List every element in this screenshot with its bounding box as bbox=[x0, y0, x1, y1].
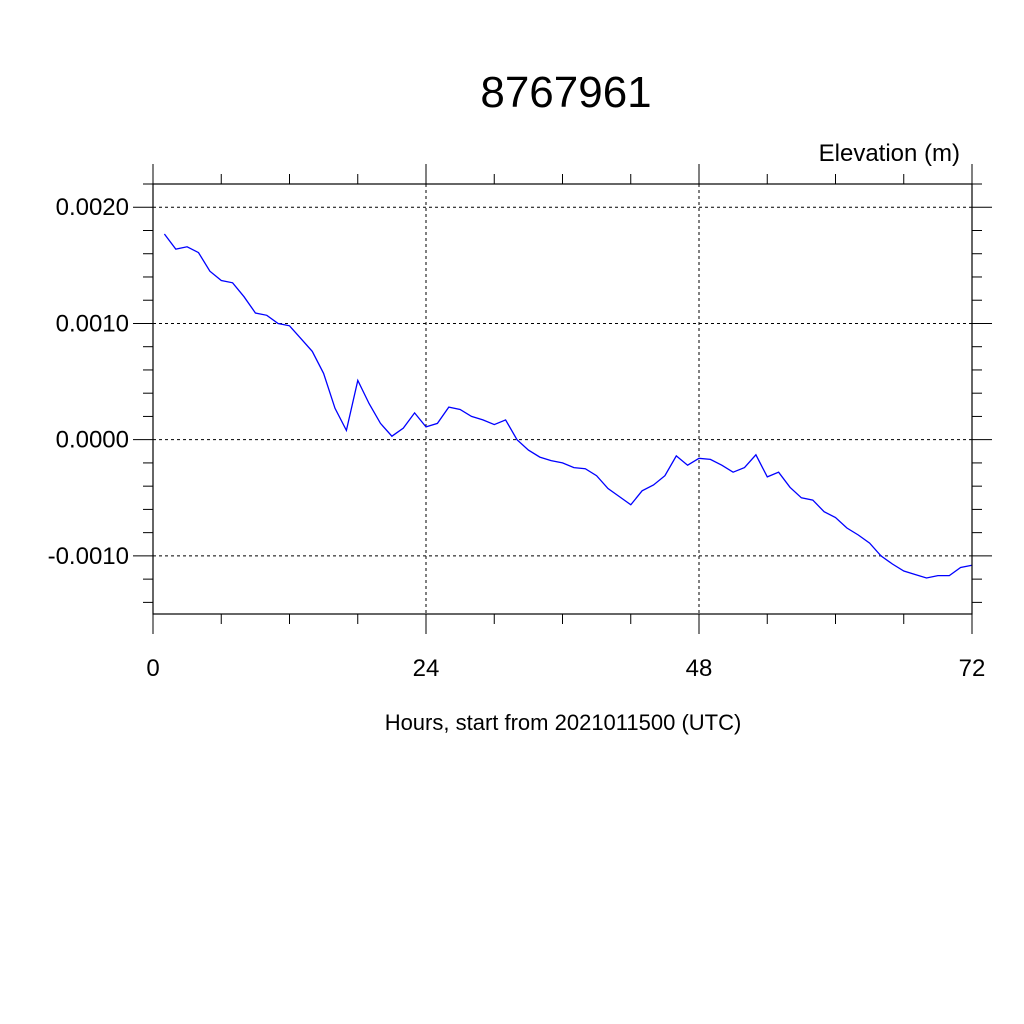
x-tick-label: 0 bbox=[146, 655, 159, 682]
tick-labels: 0.0020 0.0010 0.0000 -0.0010 0 24 48 72 bbox=[48, 194, 986, 682]
y-tick-label: 0.0010 bbox=[56, 310, 129, 337]
x-axis-label: Hours, start from 2021011500 (UTC) bbox=[385, 710, 742, 735]
series-line bbox=[163, 233, 973, 579]
y-tick-label: 0.0000 bbox=[56, 427, 129, 454]
y-tick-label: 0.0020 bbox=[56, 194, 129, 221]
x-tick-label: 48 bbox=[686, 655, 713, 682]
grid bbox=[153, 184, 972, 614]
y-axis-label: Elevation (m) bbox=[819, 140, 960, 167]
series-layer bbox=[163, 233, 973, 579]
chart-title: 8767961 bbox=[480, 68, 651, 117]
y-tick-label: -0.0010 bbox=[48, 543, 129, 570]
plot-frame bbox=[152, 183, 973, 615]
x-tick-label: 72 bbox=[959, 655, 986, 682]
x-tick-label: 24 bbox=[413, 655, 440, 682]
axis-ticks bbox=[133, 164, 992, 634]
